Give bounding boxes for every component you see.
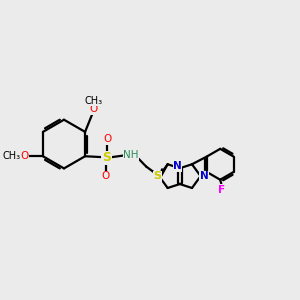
Text: O: O xyxy=(103,134,111,144)
Text: F: F xyxy=(218,184,225,194)
Text: O: O xyxy=(102,171,110,181)
Text: CH₃: CH₃ xyxy=(85,96,103,106)
Text: NH: NH xyxy=(123,150,139,160)
Text: CH₃: CH₃ xyxy=(3,151,21,161)
Text: O: O xyxy=(90,104,98,114)
Text: N: N xyxy=(173,161,182,171)
Text: O: O xyxy=(20,151,28,161)
Text: S: S xyxy=(102,151,111,164)
Text: S: S xyxy=(154,171,161,181)
Text: N: N xyxy=(200,171,208,181)
